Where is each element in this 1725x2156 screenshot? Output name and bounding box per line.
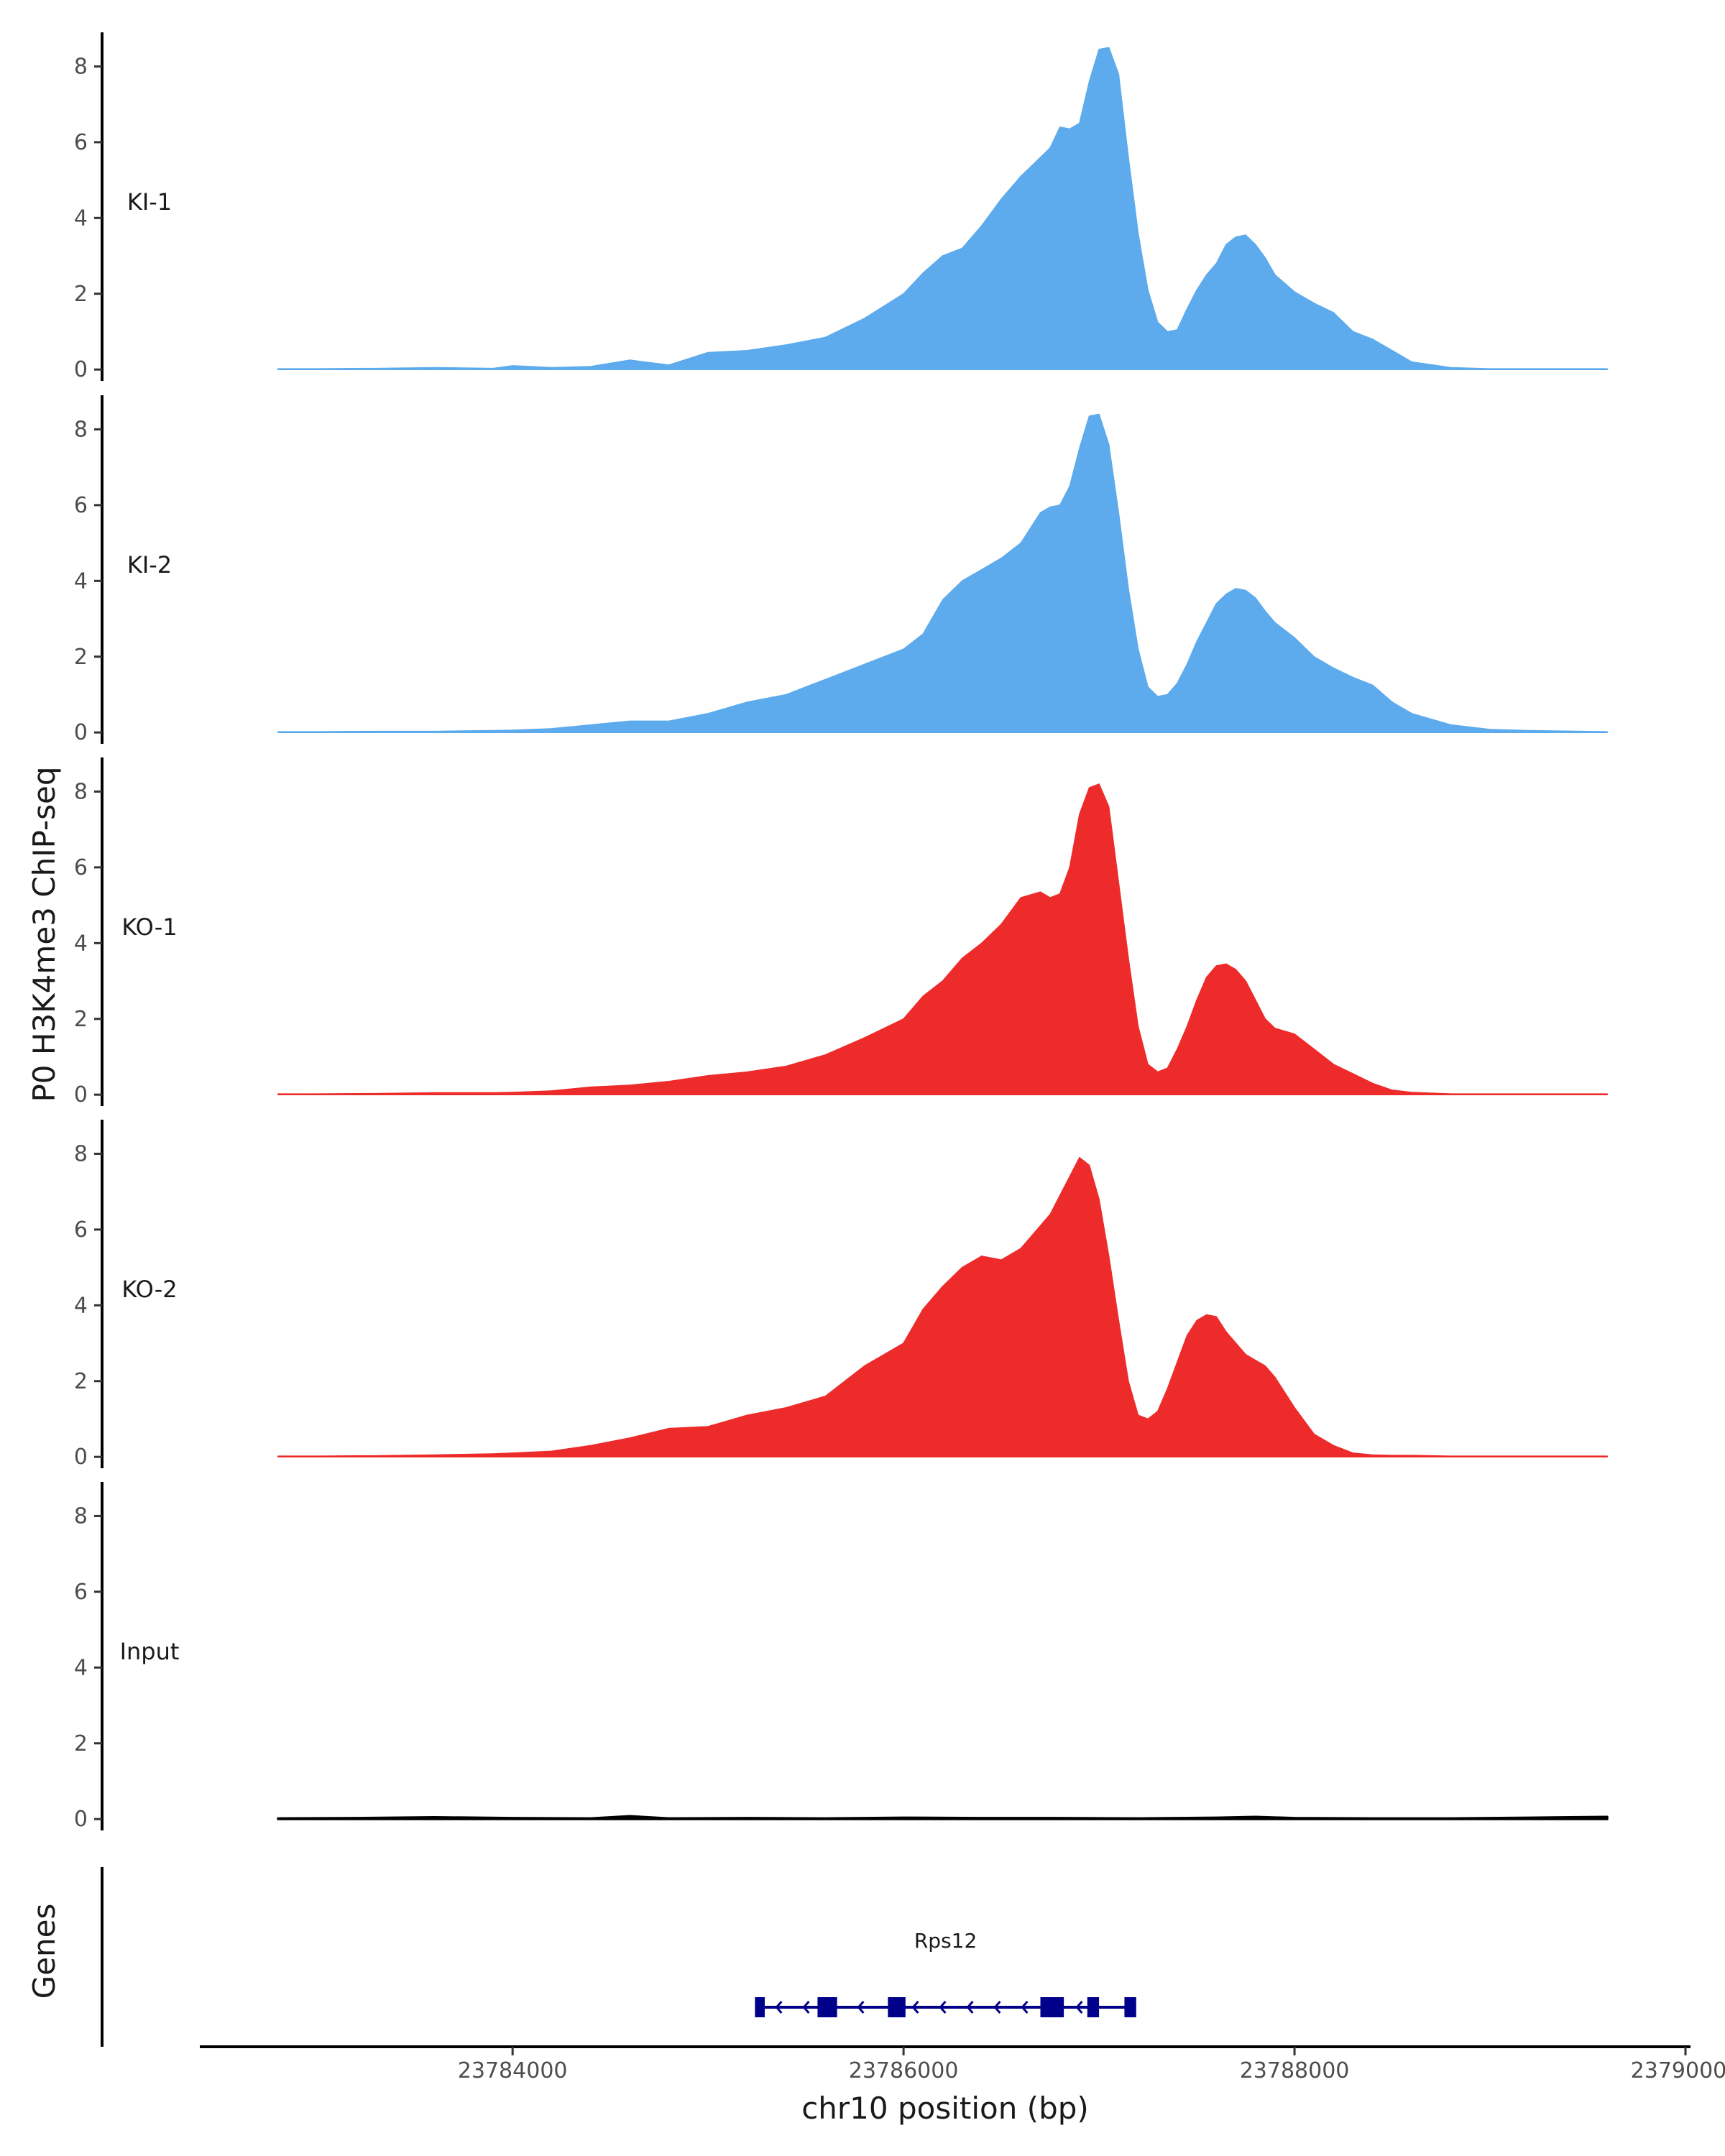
y-tick-label: 2 [74, 645, 88, 670]
exon [1124, 1997, 1136, 2017]
y-tick-label: 4 [74, 1293, 88, 1318]
strand-arrow [966, 2001, 974, 2014]
gene-rps12: Rps12 [755, 1929, 1136, 2017]
y-tick-label: 8 [74, 1503, 88, 1529]
y-tick-label: 2 [74, 282, 88, 307]
track-label: KI-1 [127, 188, 172, 216]
y-tick-label: 6 [74, 855, 88, 880]
track-label: KO-1 [121, 913, 177, 941]
y-tick-label: 8 [74, 1141, 88, 1166]
strand-arrow [1021, 2001, 1029, 2014]
y-tick-label: 0 [74, 1445, 88, 1470]
track-ki-2: 0 2 4 6 8 KI-2 [74, 395, 1608, 745]
coverage-area-ko-2 [277, 1156, 1608, 1457]
strand-arrow [993, 2001, 1001, 2014]
exon [1087, 1997, 1100, 2017]
y-tick-label: 8 [74, 779, 88, 804]
exon [817, 1997, 837, 2017]
track-label: KI-2 [127, 551, 172, 579]
y-tick-label: 2 [74, 1369, 88, 1394]
y-tick-label: 0 [74, 357, 88, 382]
track-ki-1: 0 2 4 6 8 KI-1 [74, 32, 1608, 382]
strand-arrow [911, 2001, 919, 2014]
strand-arrow [939, 2001, 947, 2014]
gene-track: Rps12 [101, 1867, 1136, 2047]
track-label: Input [120, 1638, 180, 1665]
y-tick-label: 0 [74, 1807, 88, 1832]
genes-track-title: Genes [27, 1904, 62, 1999]
y-tick-label: 4 [74, 206, 88, 231]
y-tick-label: 4 [74, 1655, 88, 1680]
track-ko-1: 0 2 4 6 8 KO-1 [74, 757, 1608, 1107]
track-ko-2: 0 2 4 6 8 KO-2 [74, 1120, 1608, 1470]
y-tick-label: 6 [74, 1580, 88, 1605]
track-label: KO-2 [121, 1276, 177, 1303]
coverage-area-input [277, 1815, 1609, 1820]
y-tick-label: 0 [74, 1082, 88, 1107]
exon [1040, 1997, 1064, 2017]
coverage-area-ki-1 [277, 47, 1608, 370]
gene-label: Rps12 [914, 1929, 977, 1953]
coverage-area-ko-1 [277, 783, 1608, 1095]
strand-arrow [802, 2001, 810, 2014]
y-tick-label: 8 [74, 54, 88, 79]
strand-arrow [775, 2001, 783, 2014]
y-tick-label: 0 [74, 720, 88, 745]
y-tick-label: 6 [74, 493, 88, 518]
y-tick-label: 6 [74, 130, 88, 155]
x-tick-label: 23790000 [1631, 2058, 1725, 2083]
strand-arrow [857, 2001, 865, 2014]
x-axis-title: chr10 position (bp) [801, 2091, 1089, 2126]
exon [888, 1997, 906, 2017]
y-tick-label: 4 [74, 568, 88, 594]
coverage-tracks: 0 2 4 6 8 KI-1 0 2 4 6 8 KI-2 0 2 4 6 8 KO-1 0 2 4 6 8 KO-2 0 2 4 6… [74, 32, 1609, 1832]
coverage-area-ki-2 [277, 413, 1608, 733]
y-axis-title: P0 H3K4me3 ChIP-seq [27, 766, 62, 1102]
exon [755, 1997, 765, 2017]
y-tick-label: 8 [74, 417, 88, 442]
y-tick-label: 6 [74, 1217, 88, 1243]
track-input: 0 2 4 6 8 Input [74, 1482, 1609, 1832]
y-tick-label: 2 [74, 1007, 88, 1032]
strand-arrow [1075, 2001, 1083, 2014]
x-tick-label: 23786000 [849, 2058, 959, 2083]
y-tick-label: 2 [74, 1731, 88, 1756]
y-tick-label: 4 [74, 931, 88, 956]
x-axis: 23784000 23786000 23788000 23790000 [200, 2045, 1725, 2083]
x-tick-label: 23784000 [458, 2058, 568, 2083]
x-tick-label: 23788000 [1240, 2058, 1350, 2083]
